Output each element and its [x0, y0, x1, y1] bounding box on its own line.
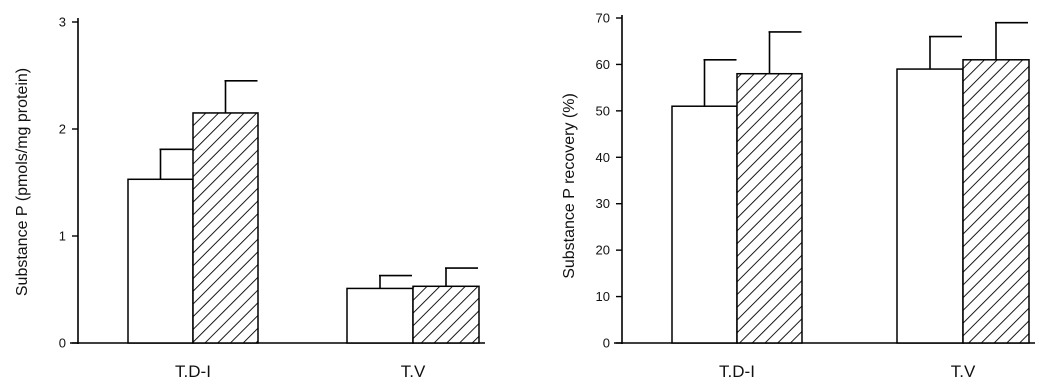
- chart-1-bar-hatched-1: [192, 112, 259, 344]
- chart-2-category-label-1: T.D-I: [719, 362, 755, 381]
- chart-1-y-tick-label: 0: [59, 336, 66, 351]
- chart-1-bar-open-2: [346, 287, 414, 344]
- chart-1-y-tick-label: 2: [59, 122, 66, 137]
- chart-1-bar-hatched-2: [412, 285, 480, 344]
- chart-2-y-tick-label: 10: [596, 289, 610, 304]
- chart-1-y-tick-label: 1: [59, 229, 66, 244]
- chart-2-bar-hatched-2: [962, 59, 1030, 344]
- chart-2: 0 10 20 30 40 50 60 70 T.D-I T.V Substance P re…: [561, 11, 1035, 381]
- chart-2-y-tick-label: 0: [603, 336, 610, 351]
- chart-2-bar-open-2: [896, 68, 964, 344]
- chart-1-category-label-1: T.D-I: [175, 362, 211, 381]
- chart-2-bars: [671, 59, 1030, 344]
- chart-2-y-tick-label: 30: [596, 196, 610, 211]
- chart-1-category-label-2: T.V: [401, 362, 426, 381]
- chart-2-y-tick-labels: 0 10 20 30 40 50 60 70: [596, 11, 610, 351]
- chart-1-y-axis-label: Substance P (pmols/mg protein): [14, 68, 31, 296]
- chart-1-y-tick-labels: 0 1 2 3: [59, 15, 66, 351]
- chart-2-y-tick-label: 20: [596, 243, 610, 258]
- chart-1-y-tick-label: 3: [59, 15, 66, 30]
- chart-1-error-bars: [159, 80, 478, 289]
- chart-2-y-tick-label: 70: [596, 11, 610, 26]
- chart-2-bar-open-1: [671, 105, 738, 344]
- chart-1-bars: [127, 112, 480, 344]
- chart-2-bar-hatched-1: [736, 72, 803, 344]
- chart-2-y-tick-label: 60: [596, 57, 610, 72]
- chart-1-bar-open-1: [127, 178, 194, 344]
- chart-1: 0 1 2 3 T.D-I T.V Substance P (pmols/mg pro…: [14, 15, 485, 381]
- chart-2-error-bars: [703, 21, 1028, 107]
- chart-2-y-tick-label: 40: [596, 150, 610, 165]
- chart-2-category-label-2: T.V: [951, 362, 976, 381]
- chart-2-y-tick-label: 50: [596, 103, 610, 118]
- chart-2-y-axis-label: Substance P recovery (%): [561, 93, 578, 279]
